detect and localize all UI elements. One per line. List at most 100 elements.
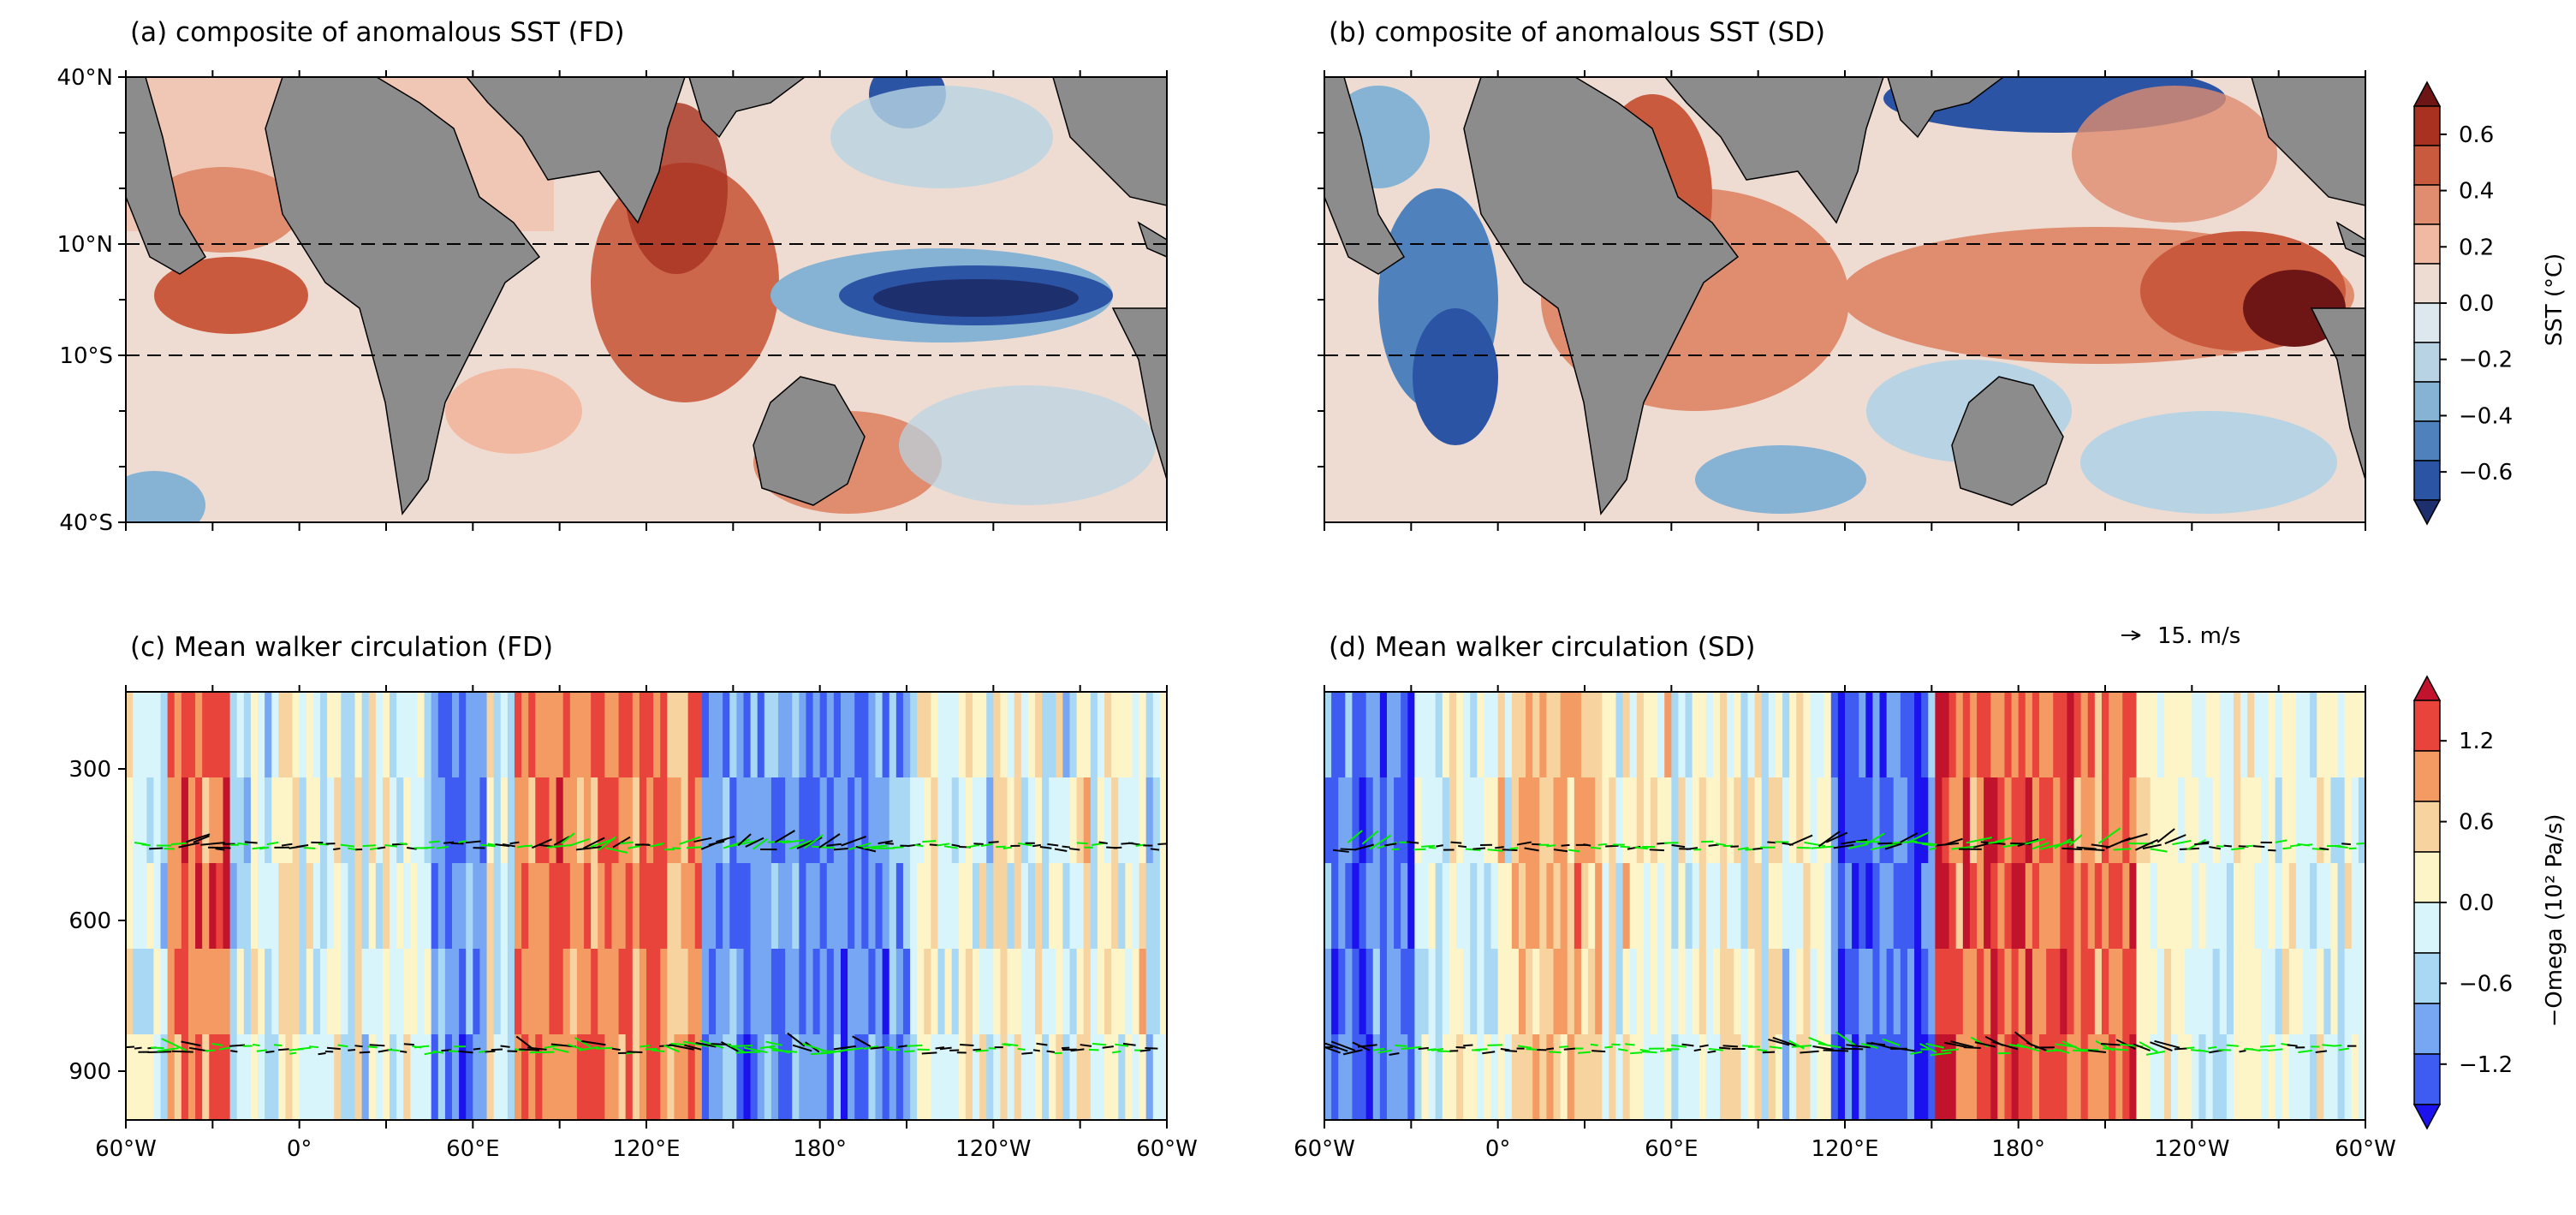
omega-cell xyxy=(1526,692,1533,778)
omega-cell xyxy=(2115,777,2123,864)
omega-cell xyxy=(591,777,598,864)
wind-vector xyxy=(774,830,795,843)
wind-vector xyxy=(1882,1038,1901,1046)
omega-cell xyxy=(2109,692,2116,778)
omega-cell xyxy=(2178,777,2186,864)
wind-vector xyxy=(1919,1043,1937,1053)
omega-cell xyxy=(459,692,467,778)
omega-cell xyxy=(223,1034,231,1120)
wind-vector xyxy=(810,1051,835,1056)
omega-cell xyxy=(271,1034,279,1120)
omega-cell xyxy=(1104,863,1112,950)
omega-cell xyxy=(2101,1034,2109,1120)
omega-cell xyxy=(299,692,307,778)
omega-cell xyxy=(1159,1034,1167,1120)
omega-cell xyxy=(1139,949,1147,1035)
omega-cell xyxy=(1969,1034,1978,1120)
omega-cell xyxy=(2073,777,2082,864)
omega-cell xyxy=(1907,863,1915,950)
omega-cell xyxy=(1969,949,1978,1035)
omega-cell xyxy=(902,1034,911,1120)
omega-cell xyxy=(1595,863,1603,950)
omega-cell xyxy=(1020,1034,1029,1120)
omega-cell xyxy=(153,863,162,950)
wind-vector xyxy=(1804,841,1826,848)
omega-cell xyxy=(792,949,800,1035)
reference-vector: 15. m/s xyxy=(2121,623,2240,649)
omega-cell xyxy=(2261,777,2270,864)
omega-cell xyxy=(598,863,605,950)
wind-vector xyxy=(1966,837,1992,844)
omega-cell xyxy=(2087,777,2096,864)
omega-cell xyxy=(1651,863,1658,950)
omega-cell xyxy=(1449,692,1457,778)
omega-cell xyxy=(736,777,745,864)
wind-vector xyxy=(527,1046,547,1051)
omega-cell xyxy=(1845,1034,1853,1120)
omega-cell xyxy=(1893,1034,1901,1120)
omega-cell xyxy=(2067,1034,2075,1120)
omega-cell xyxy=(2330,777,2339,864)
omega-cell xyxy=(1671,949,1680,1035)
omega-cell xyxy=(1789,1034,1797,1120)
omega-cell xyxy=(2087,1034,2096,1120)
wind-vector xyxy=(1436,844,1443,848)
omega-cell xyxy=(2143,692,2151,778)
wind-vector xyxy=(670,1042,687,1046)
omega-cell xyxy=(1526,863,1533,950)
omega-cell xyxy=(1768,863,1776,950)
omega-cell xyxy=(1997,863,2006,950)
omega-cell xyxy=(1789,777,1797,864)
omega-cell xyxy=(1900,949,1908,1035)
omega-cell xyxy=(452,863,460,950)
wind-vector xyxy=(399,842,408,845)
omega-cell xyxy=(153,777,162,864)
omega-cell xyxy=(889,1034,897,1120)
colorbar-box xyxy=(2413,801,2441,853)
omega-cell xyxy=(716,1034,723,1120)
wind-vector xyxy=(2356,842,2365,845)
omega-cell xyxy=(1997,949,2006,1035)
omega-cell xyxy=(882,863,890,950)
omega-cell xyxy=(639,777,647,864)
omega-cell xyxy=(1636,863,1645,950)
omega-cell xyxy=(2240,777,2248,864)
omega-cell xyxy=(812,692,821,778)
omega-cell xyxy=(1553,777,1562,864)
wind-vector xyxy=(2150,1041,2173,1052)
wind-vector xyxy=(450,842,464,845)
omega-cell xyxy=(258,949,265,1035)
omega-cell xyxy=(785,949,793,1035)
omega-cell xyxy=(1546,692,1555,778)
y-tick-label: 900 xyxy=(68,1059,111,1085)
omega-cell xyxy=(486,949,495,1035)
omega-cell xyxy=(1588,692,1596,778)
omega-cell xyxy=(681,1034,689,1120)
wind-vector xyxy=(826,843,842,847)
omega-cell xyxy=(833,692,842,778)
omega-cell xyxy=(1636,777,1645,864)
colorbar-box xyxy=(2413,952,2441,1004)
omega-cell xyxy=(1845,692,1853,778)
omega-cell xyxy=(1435,1034,1443,1120)
omega-cell xyxy=(1449,863,1457,950)
wind-vector xyxy=(296,844,309,849)
omega-cell xyxy=(778,777,786,864)
omega-cell xyxy=(993,777,1002,864)
x-tick-label: 120°E xyxy=(1811,1136,1878,1162)
omega-cell xyxy=(951,692,960,778)
omega-cell xyxy=(1372,692,1381,778)
wind-vector xyxy=(671,847,681,849)
wind-vector xyxy=(266,841,279,846)
omega-cell xyxy=(1401,949,1408,1035)
omega-cell xyxy=(1651,1034,1658,1120)
omega-cell xyxy=(1463,692,1471,778)
omega-cell xyxy=(2053,1034,2061,1120)
omega-cell xyxy=(1671,692,1680,778)
omega-cell xyxy=(2032,949,2040,1035)
omega-cell xyxy=(1803,949,1812,1035)
omega-cell xyxy=(1712,692,1721,778)
x-tick-label: 60°E xyxy=(446,1136,500,1162)
wind-vector xyxy=(583,837,605,849)
omega-cell xyxy=(1132,692,1140,778)
